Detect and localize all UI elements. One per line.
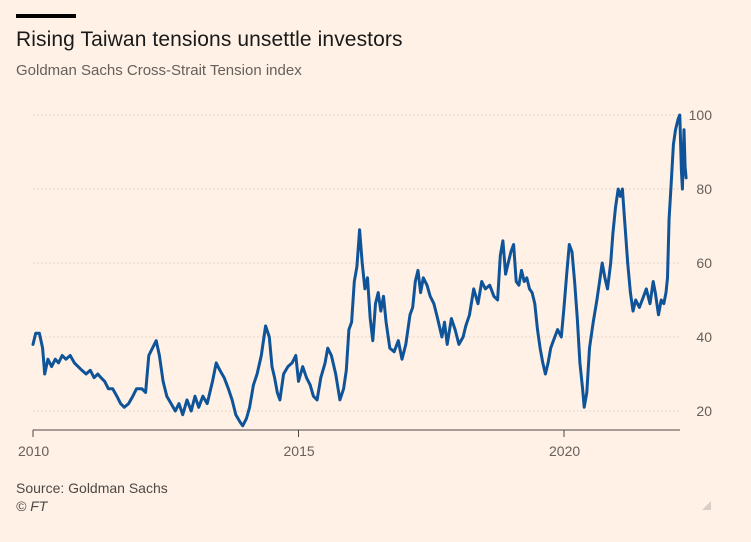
- chart-title: Rising Taiwan tensions unsettle investor…: [16, 28, 403, 51]
- y-tick-label: 40: [696, 329, 712, 345]
- y-tick-label: 20: [696, 403, 712, 419]
- y-tick-label: 100: [689, 107, 713, 123]
- x-tick-label: 2020: [549, 443, 580, 459]
- series-line: [31, 113, 688, 428]
- x-tick-label: 2010: [18, 443, 49, 459]
- y-tick-label: 80: [696, 181, 712, 197]
- source-note: Source: Goldman Sachs: [16, 480, 168, 496]
- chart-subtitle: Goldman Sachs Cross-Strait Tension index: [16, 62, 302, 79]
- y-tick-label: 60: [696, 255, 712, 271]
- copyright-note: © FT: [16, 498, 48, 514]
- resize-handle-icon: [702, 501, 711, 510]
- x-tick-label: 2015: [284, 443, 315, 459]
- top-rule: [16, 14, 76, 18]
